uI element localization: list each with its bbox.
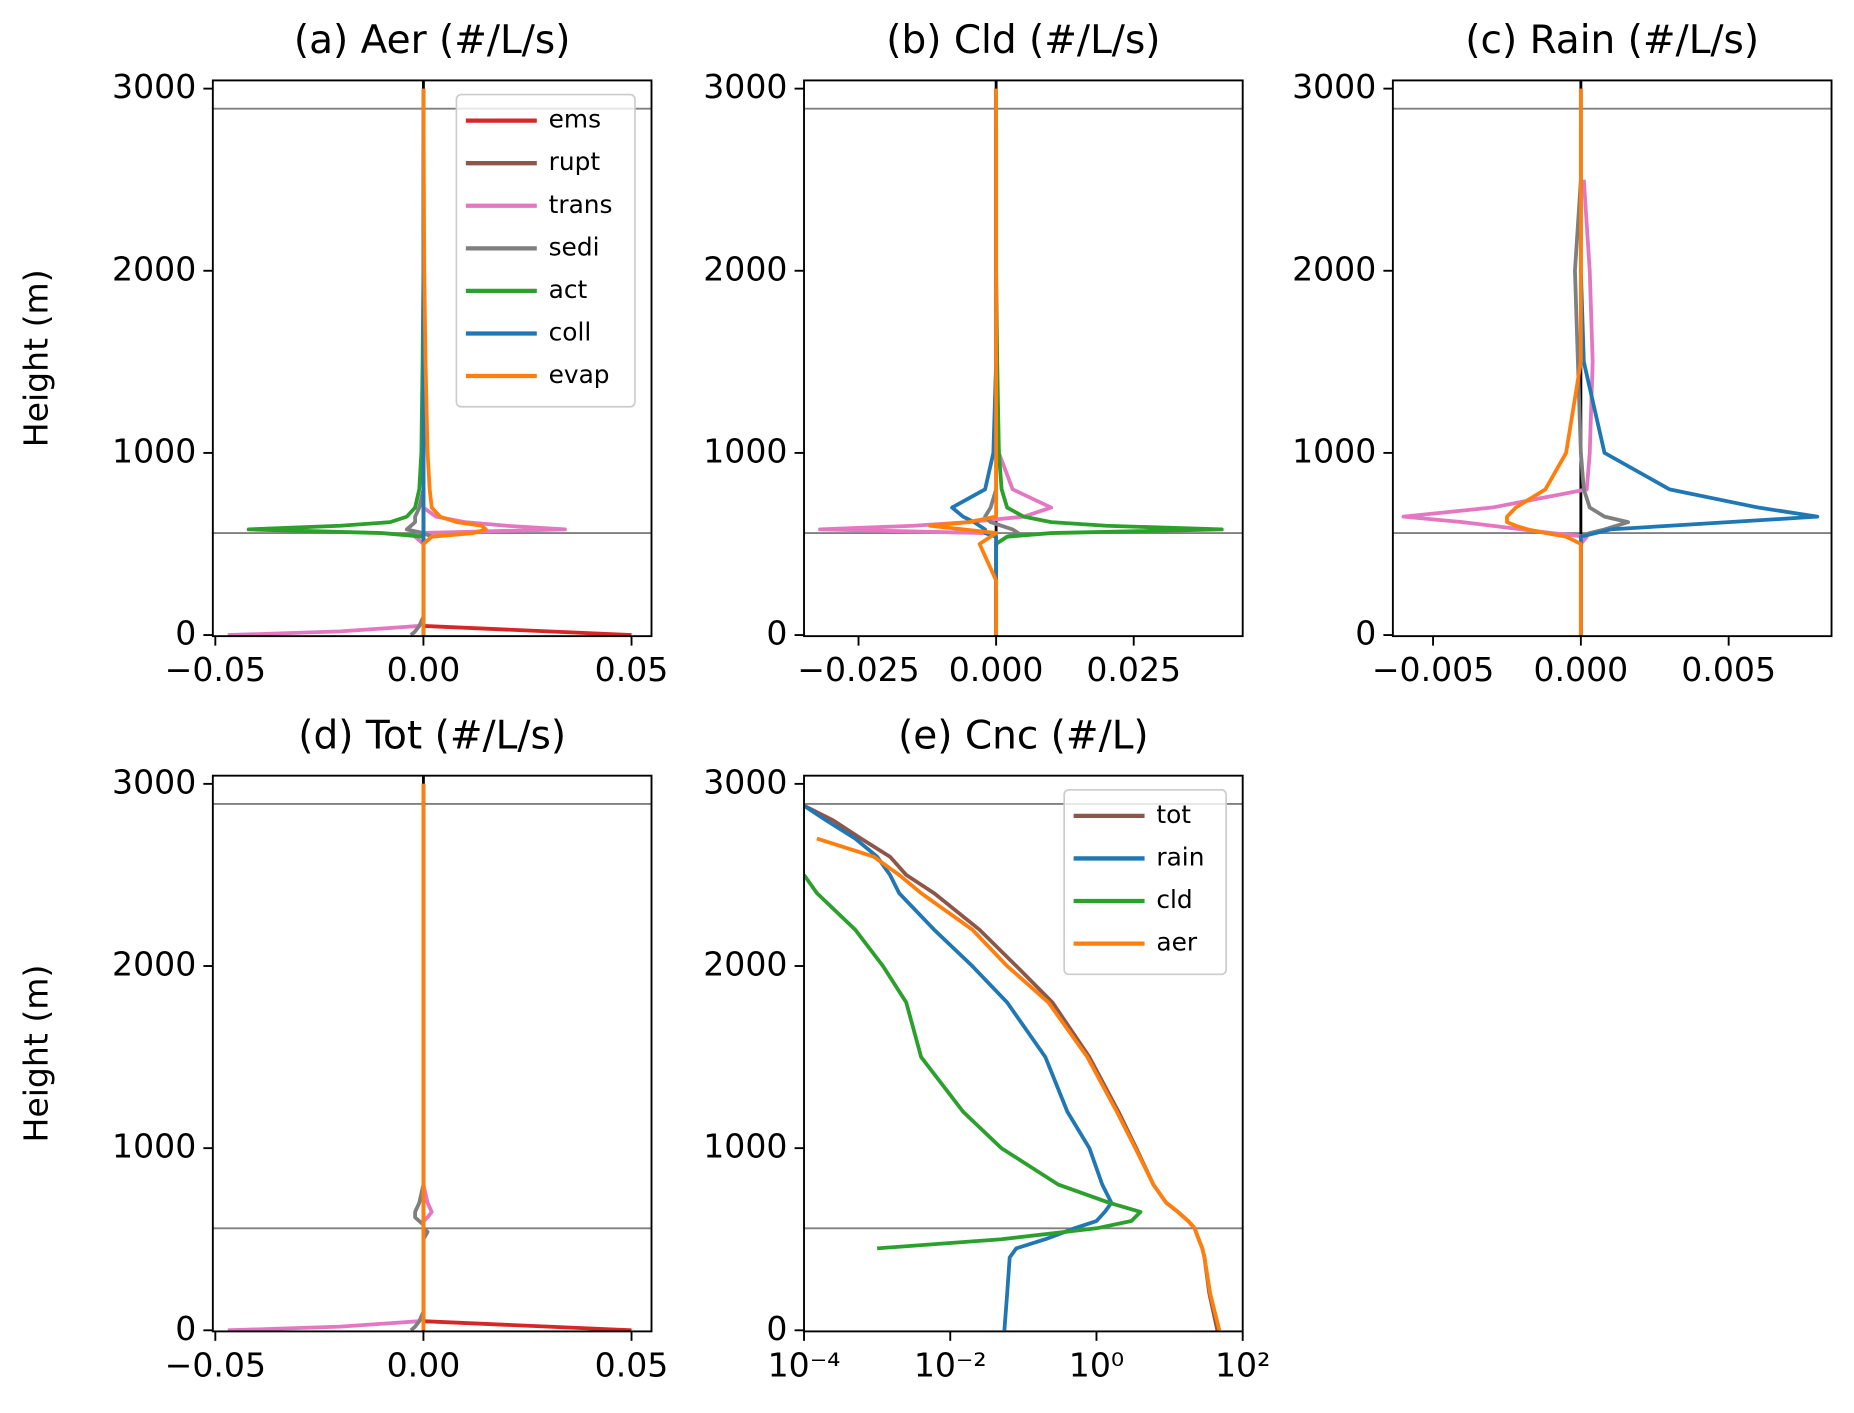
y-tick-label: 3000 — [1292, 67, 1376, 106]
y-tick-label: 2000 — [112, 945, 196, 984]
legend-label: cld — [1156, 885, 1192, 914]
panel: (b) Cld (#/L/s) 0 1000 2000 3000 −0.025 0.000 0… — [703, 18, 1244, 689]
y-tick-label: 0 — [1355, 614, 1376, 653]
axes-frame — [211, 774, 653, 1333]
y-tick-label: 2000 — [112, 249, 196, 288]
series-line — [818, 88, 1054, 636]
y-tick-label: 0 — [175, 1309, 196, 1348]
y-axis-label: Height (m) — [16, 269, 55, 447]
axes-frame — [211, 79, 653, 638]
legend-label: rupt — [549, 147, 601, 176]
x-tick-label: 10⁻² — [914, 1345, 987, 1384]
panel: (d) Tot (#/L/s) Height (m) 0 1000 2000 3000 −0… — [16, 713, 668, 1384]
x-tick-label: 10⁰ — [1069, 1345, 1124, 1384]
legend-box — [455, 93, 636, 408]
x-tick-label: 0.00 — [387, 650, 461, 689]
series-line — [950, 88, 999, 636]
panel-title: (c) Rain (#/L/s) — [1465, 18, 1759, 63]
y-tick-label: 3000 — [112, 762, 196, 801]
x-tick-label: 0.05 — [595, 650, 669, 689]
y-tick-label: 3000 — [112, 67, 196, 106]
y-tick-label: 0 — [766, 1309, 787, 1348]
series-line — [421, 88, 488, 636]
series-line — [404, 88, 434, 637]
y-tick-label: 1000 — [703, 431, 787, 470]
axes-frame — [803, 79, 1244, 638]
y-tick-label: 1000 — [112, 431, 196, 470]
panel: (a) Aer (#/L/s) Height (m) 0 1000 2000 3000 −0… — [16, 18, 668, 689]
panel-title: (b) Cld (#/L/s) — [886, 18, 1160, 63]
series-line — [1401, 179, 1595, 636]
x-tick-label: 0.05 — [595, 1345, 669, 1384]
y-tick-label: 3000 — [703, 67, 787, 106]
y-tick-label: 2000 — [703, 945, 787, 984]
legend-label: coll — [549, 317, 592, 346]
panel-title: (d) Tot (#/L/s) — [298, 713, 566, 758]
legend-label: sedi — [549, 232, 600, 261]
x-tick-label: −0.005 — [1372, 650, 1494, 689]
panel-title: (a) Aer (#/L/s) — [294, 18, 571, 63]
y-tick-label: 1000 — [703, 1127, 787, 1166]
series-line — [421, 783, 632, 1332]
series-line — [1573, 179, 1631, 636]
x-tick-label: 10⁻⁴ — [768, 1345, 841, 1384]
series-line — [804, 873, 1143, 1251]
x-tick-label: 0.000 — [1533, 650, 1628, 689]
series-line — [994, 88, 1224, 636]
series-line — [246, 88, 426, 636]
plot-area — [1392, 80, 1832, 637]
y-tick-label: 2000 — [1292, 249, 1376, 288]
x-tick-label: 0.00 — [387, 1345, 461, 1384]
plot-area — [212, 775, 652, 1332]
axes-frame — [803, 774, 1244, 1333]
axes-frame — [1391, 79, 1833, 638]
series-line — [928, 88, 999, 636]
x-tick-label: 0.025 — [1086, 650, 1181, 689]
legend-box — [1063, 789, 1227, 976]
series-line — [816, 836, 1222, 1331]
x-tick-label: 0.000 — [949, 650, 1044, 689]
legend-label: act — [549, 275, 588, 304]
x-tick-label: −0.025 — [797, 650, 919, 689]
y-axis-label: Height (m) — [16, 965, 55, 1143]
x-tick-label: −0.05 — [165, 650, 266, 689]
y-tick-label: 3000 — [703, 762, 787, 801]
panel: (e) Cnc (#/L) 0 1000 2000 3000 10⁻⁴ 10⁻² 10⁰ 10²… — [703, 713, 1270, 1384]
plot-area — [804, 80, 1243, 637]
x-tick-label: 0.005 — [1681, 650, 1776, 689]
legend-label: rain — [1156, 842, 1204, 871]
series-line — [227, 783, 434, 1332]
y-tick-label: 0 — [175, 614, 196, 653]
series-line — [1505, 88, 1583, 636]
y-tick-label: 2000 — [703, 249, 787, 288]
y-tick-label: 1000 — [112, 1127, 196, 1166]
plot-area — [212, 80, 652, 637]
panel-title: (e) Cnc (#/L) — [898, 713, 1149, 758]
legend-label: tot — [1156, 800, 1191, 829]
series-line — [983, 88, 1021, 636]
y-tick-label: 1000 — [1292, 431, 1376, 470]
legend-label: ems — [549, 105, 601, 134]
x-tick-label: −0.05 — [165, 1345, 266, 1384]
legend-label: aer — [1156, 928, 1197, 957]
series-line — [1578, 88, 1820, 636]
legend-label: evap — [549, 360, 610, 389]
y-tick-label: 0 — [766, 614, 787, 653]
x-tick-label: 10² — [1215, 1345, 1270, 1384]
legend-label: trans — [549, 190, 613, 219]
panel: (c) Rain (#/L/s) 0 1000 2000 3000 −0.005 0.000… — [1292, 18, 1833, 689]
